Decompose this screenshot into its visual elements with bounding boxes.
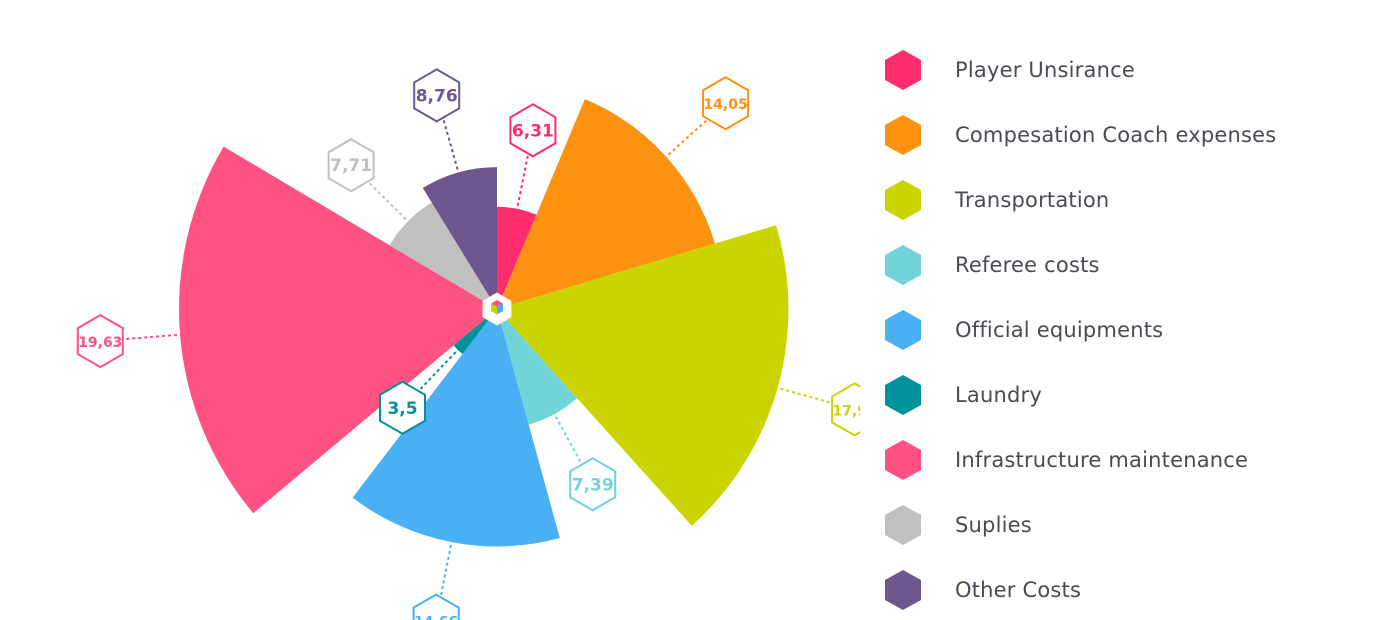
value-label-suplies: 7,71 bbox=[330, 156, 372, 176]
legend-label: Official equipments bbox=[955, 318, 1164, 342]
sector-infrastructure-maintenance bbox=[179, 146, 497, 514]
value-badge-hexagon bbox=[327, 138, 375, 193]
legend-item-player-unsirance: Player Unsirance bbox=[884, 48, 1135, 92]
legend-label: Suplies bbox=[955, 513, 1032, 537]
sector-referee-costs bbox=[497, 309, 577, 425]
value-label-compesation-coach-expenses: 14,05 bbox=[703, 97, 747, 113]
legend-label: Infrastructure maintenance bbox=[955, 448, 1249, 472]
value-badge-compesation-coach-expenses: 14,05 bbox=[702, 76, 750, 131]
leader-line-infrastructure-maintenance bbox=[124, 333, 178, 341]
legend-hexagon-icon bbox=[884, 374, 922, 416]
legend-label: Transportation bbox=[955, 188, 1110, 212]
value-badge-player-unsirance: 6,31 bbox=[509, 103, 557, 158]
value-badge-hexagon bbox=[379, 380, 426, 435]
legend-hexagon-icon bbox=[884, 179, 922, 221]
legend-label: Referee costs bbox=[955, 253, 1100, 277]
legend-hexagon-icon bbox=[884, 244, 922, 286]
value-badge-other-costs: 8,76 bbox=[413, 68, 461, 123]
value-badge-hexagon bbox=[702, 76, 750, 131]
legend-hexagon-icon bbox=[884, 439, 922, 481]
legend-hexagon-icon bbox=[884, 114, 922, 156]
value-label-infrastructure-maintenance: 19,63 bbox=[78, 335, 122, 351]
legend-hexagon-icon bbox=[884, 309, 922, 351]
sector-official-equipments bbox=[352, 309, 560, 547]
value-label-official-equipments: 14,66 bbox=[414, 615, 458, 620]
value-badge-transportation: 17,99 bbox=[831, 382, 860, 437]
leader-line-transportation bbox=[780, 387, 832, 404]
leader-line-laundry bbox=[418, 351, 457, 392]
value-label-other-costs: 8,76 bbox=[416, 86, 458, 106]
legend-item-suplies: Suplies bbox=[884, 503, 1032, 547]
legend-item-compesation-coach-expenses: Compesation Coach expenses bbox=[884, 113, 1276, 157]
leader-line-other-costs bbox=[442, 118, 459, 170]
legend-label: Player Unsirance bbox=[955, 58, 1135, 82]
leader-line-referee-costs bbox=[554, 416, 583, 464]
polar-area-chart: 6,31 14,05 17,99 7,39 14,66 3,5 19,63 7,71 8,76 bbox=[76, 68, 860, 620]
value-label-referee-costs: 7,39 bbox=[572, 475, 614, 495]
value-badge-suplies: 7,71 bbox=[327, 138, 375, 193]
legend-label: Other Costs bbox=[955, 578, 1082, 602]
legend-item-other-costs: Other Costs bbox=[884, 568, 1081, 612]
value-badge-infrastructure-maintenance: 19,63 bbox=[76, 313, 124, 369]
value-badge-hexagon bbox=[831, 382, 860, 437]
legend-item-transportation: Transportation bbox=[884, 178, 1109, 222]
value-badge-hexagon bbox=[413, 68, 461, 123]
leader-line-suplies bbox=[367, 181, 407, 220]
value-badge-hexagon bbox=[76, 313, 124, 369]
legend-hexagon-icon bbox=[884, 569, 922, 611]
sector-player-unsirance bbox=[497, 206, 537, 309]
value-badge-laundry: 3,5 bbox=[379, 380, 426, 435]
leader-line-official-equipments bbox=[439, 544, 452, 598]
value-label-laundry: 3,5 bbox=[387, 399, 417, 419]
legend-item-official-equipments: Official equipments bbox=[884, 308, 1163, 352]
value-label-transportation: 17,99 bbox=[832, 403, 860, 419]
leader-line-compesation-coach-expenses bbox=[667, 118, 709, 156]
legend-label: Laundry bbox=[955, 383, 1042, 407]
sector-transportation bbox=[497, 225, 789, 526]
value-label-player-unsirance: 6,31 bbox=[512, 121, 554, 141]
value-badge-referee-costs: 7,39 bbox=[569, 457, 617, 512]
sector-other-costs bbox=[422, 167, 497, 309]
leader-line-player-unsirance bbox=[516, 153, 530, 206]
hexagon-logo-icon bbox=[482, 292, 512, 326]
sector-laundry bbox=[453, 309, 497, 354]
legend-item-referee-costs: Referee costs bbox=[884, 243, 1100, 287]
legend-label: Compesation Coach expenses bbox=[955, 123, 1277, 147]
value-badge-official-equipments: 14,66 bbox=[412, 593, 460, 620]
legend-item-laundry: Laundry bbox=[884, 373, 1042, 417]
sector-compesation-coach-expenses bbox=[497, 99, 715, 309]
value-badge-hexagon bbox=[569, 457, 617, 512]
legend-hexagon-icon bbox=[884, 49, 922, 91]
legend-hexagon-icon bbox=[884, 504, 922, 546]
value-badge-hexagon bbox=[412, 593, 460, 620]
legend-item-infrastructure-maintenance: Infrastructure maintenance bbox=[884, 438, 1248, 482]
sector-suplies bbox=[389, 202, 497, 309]
value-badge-hexagon bbox=[509, 103, 557, 158]
